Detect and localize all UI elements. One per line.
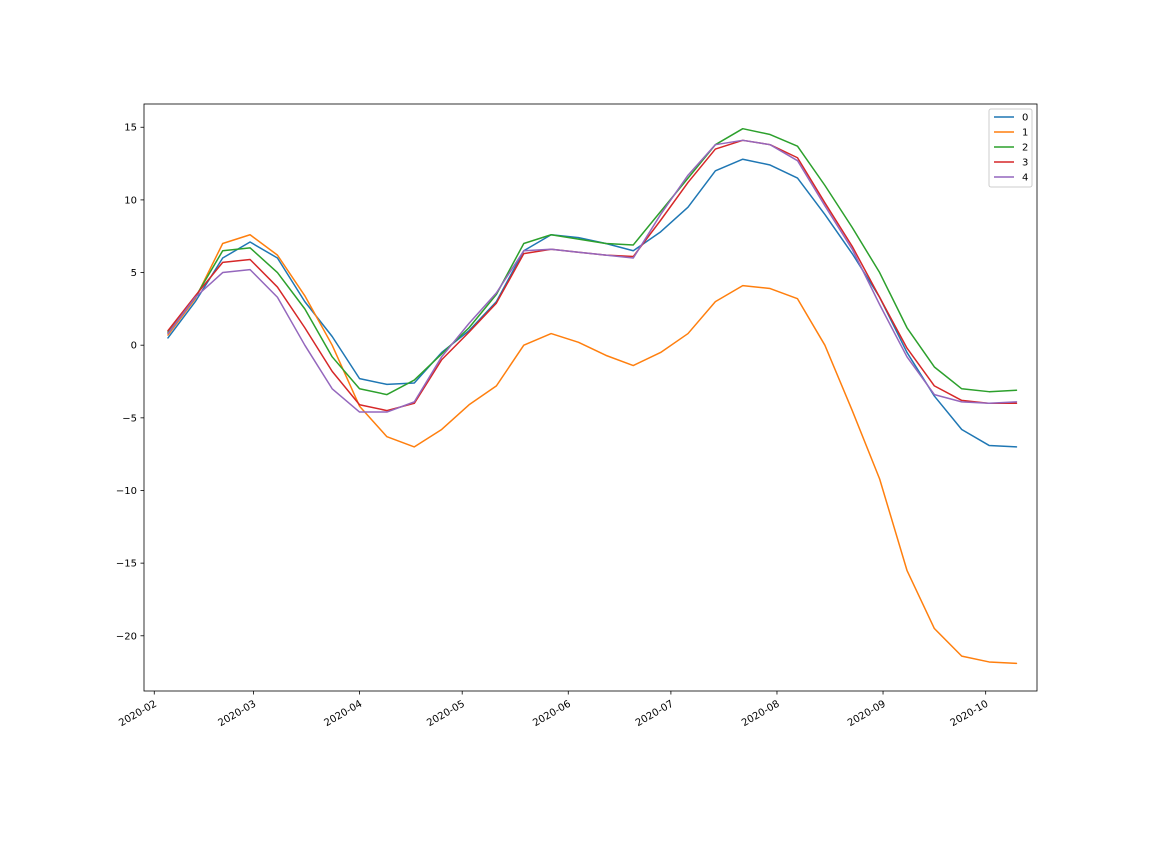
legend-label-1: 1 [1022,128,1028,139]
legend-label-3: 3 [1022,158,1028,169]
y-tick-label: −5 [122,413,137,424]
series-layer [167,127,1018,665]
legend-label-0: 0 [1022,113,1028,124]
y-tick-label: 10 [124,195,137,206]
axes-frame [143,103,1038,692]
legend-box [988,108,1033,188]
y-tick-label: 0 [131,341,137,352]
y-tick-label: −10 [116,486,137,497]
series-line-2 [167,127,1018,396]
y-axis: 15 10 5 0 −5 −10 −15 −20 [116,123,144,642]
series-line-4 [167,139,1018,413]
y-tick-label: 15 [124,123,137,134]
legend-label-4: 4 [1022,173,1028,184]
y-tick-label: 5 [131,268,137,279]
legend: 0 1 2 3 4 [988,108,1033,188]
y-tick-label: −20 [116,631,137,642]
plot-area [143,103,1038,692]
legend-label-2: 2 [1022,143,1028,154]
y-tick-label: −15 [116,559,137,570]
series-line-1 [167,234,1018,665]
